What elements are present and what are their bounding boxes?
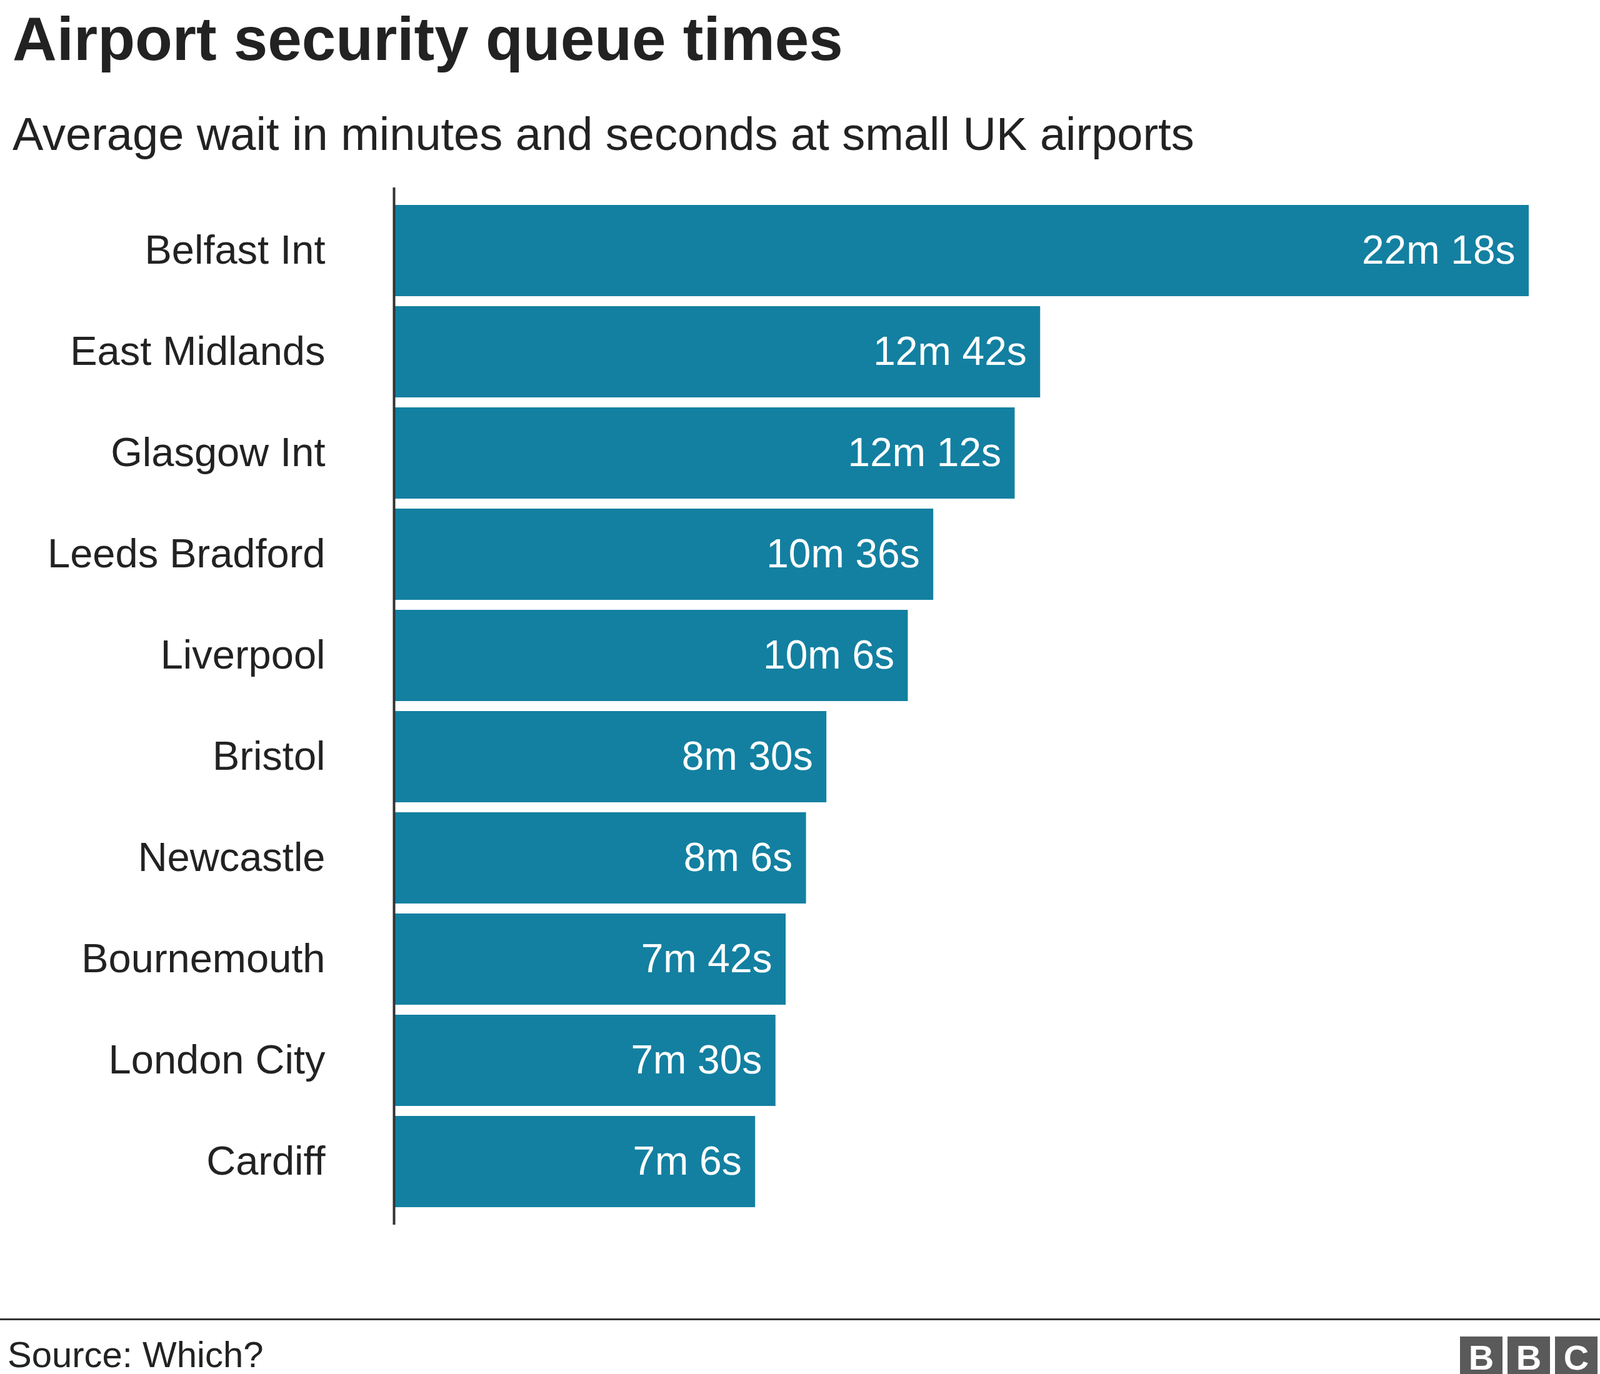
svg-text:Bristol: Bristol <box>212 733 326 779</box>
svg-text:7m 6s: 7m 6s <box>632 1138 742 1184</box>
svg-text:Leeds Bradford: Leeds Bradford <box>47 530 325 577</box>
svg-text:Belfast Int: Belfast Int <box>144 226 325 273</box>
svg-text:Glasgow Int: Glasgow Int <box>110 429 325 475</box>
html-text:Source: Which?: Source: Which? <box>7 1334 264 1374</box>
svg-text:8m 30s: 8m 30s <box>681 733 814 779</box>
html-text:Average wait in minutes and se: Average wait in minutes and seconds at s… <box>12 108 1195 160</box>
svg-text:Bournemouth: Bournemouth <box>81 935 325 982</box>
svg-text:Newcastle: Newcastle <box>138 834 326 880</box>
svg-text:Liverpool: Liverpool <box>160 631 326 678</box>
html-text:Airport security queue times: Airport security queue times <box>12 4 843 74</box>
svg-text:22m 18s: 22m 18s <box>1361 227 1515 273</box>
svg-text:East Midlands: East Midlands <box>70 328 325 374</box>
svg-text:10m 36s: 10m 36s <box>766 531 920 577</box>
svg-text:7m 30s: 7m 30s <box>630 1037 762 1083</box>
svg-text:London City: London City <box>108 1036 326 1083</box>
svg-text:10m 6s: 10m 6s <box>763 632 895 678</box>
svg-text:12m 12s: 12m 12s <box>848 430 1002 475</box>
svg-text:8m 6s: 8m 6s <box>683 835 793 880</box>
svg-text:Cardiff: Cardiff <box>206 1138 326 1184</box>
svg-text:7m 42s: 7m 42s <box>641 936 773 982</box>
svg-text:12m 42s: 12m 42s <box>873 328 1027 374</box>
